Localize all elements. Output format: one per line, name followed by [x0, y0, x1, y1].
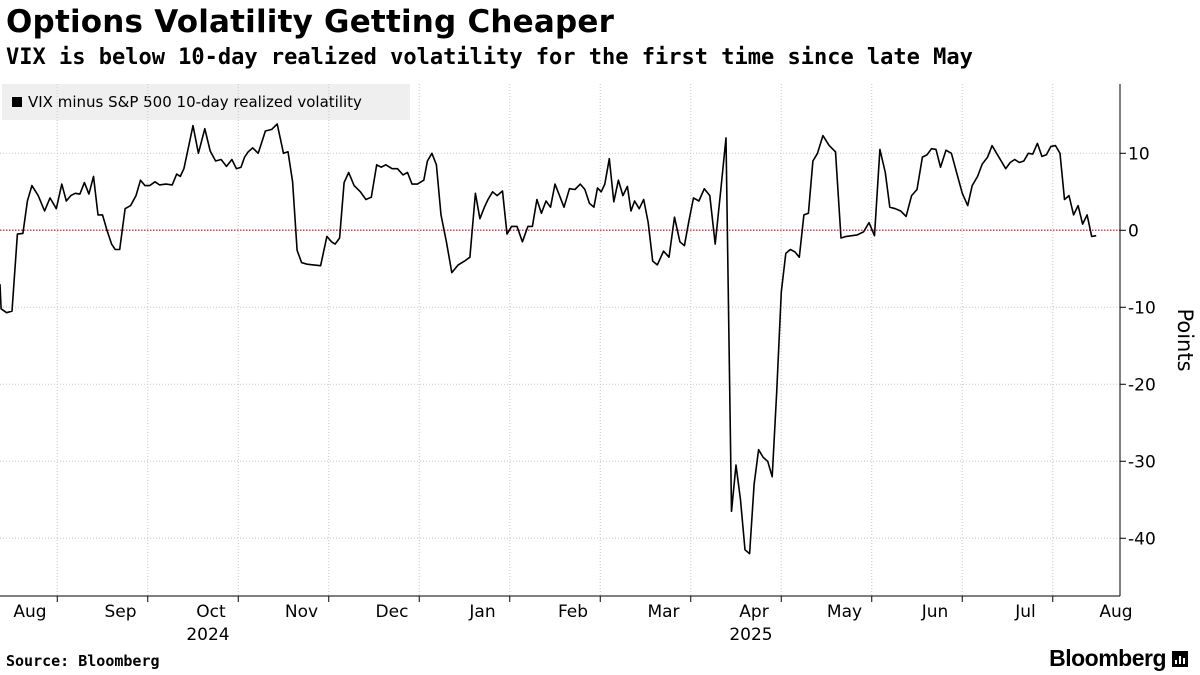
- y-tick-label: -20: [1128, 375, 1156, 395]
- y-axis-label: Points: [1173, 308, 1197, 371]
- y-tick-label: 0: [1128, 221, 1139, 241]
- y-tick-label: -30: [1128, 452, 1156, 472]
- legend-label: VIX minus S&P 500 10-day realized volati…: [28, 93, 362, 111]
- x-tick-label: Feb: [558, 602, 588, 622]
- series-line: [0, 123, 1097, 555]
- bar-chart-icon: [1172, 650, 1188, 667]
- x-tick-label: Oct: [196, 602, 226, 622]
- x-tick-label: Nov: [285, 602, 318, 622]
- x-tick-label: Mar: [647, 602, 679, 622]
- bloomberg-logo: Bloomberg: [1049, 645, 1188, 672]
- chart-subtitle: VIX is below 10-day realized volatility …: [6, 45, 973, 70]
- legend-swatch: [12, 97, 22, 107]
- y-tick-label: -10: [1128, 298, 1156, 318]
- y-tick-label: 10: [1128, 144, 1150, 164]
- y-tick-label: -40: [1128, 529, 1156, 549]
- x-tick-label: Apr: [739, 602, 768, 622]
- chart-title: Options Volatility Getting Cheaper: [6, 4, 615, 40]
- x-tick-label: May: [827, 602, 862, 622]
- x-tick-label: Jul: [1014, 602, 1036, 622]
- x-year-label: 2024: [186, 625, 229, 645]
- chart-legend: VIX minus S&P 500 10-day realized volati…: [2, 84, 410, 120]
- x-tick-label: Aug: [13, 602, 46, 622]
- x-year-label: 2025: [729, 625, 772, 645]
- x-tick-label: Sep: [104, 602, 136, 622]
- x-tick-label: Jan: [468, 602, 495, 622]
- logo-text: Bloomberg: [1049, 645, 1166, 671]
- x-tick-label: Dec: [376, 602, 409, 622]
- x-tick-label: Aug: [1099, 602, 1132, 622]
- source-note: Source: Bloomberg: [6, 652, 160, 670]
- x-tick-label: Jun: [921, 602, 949, 622]
